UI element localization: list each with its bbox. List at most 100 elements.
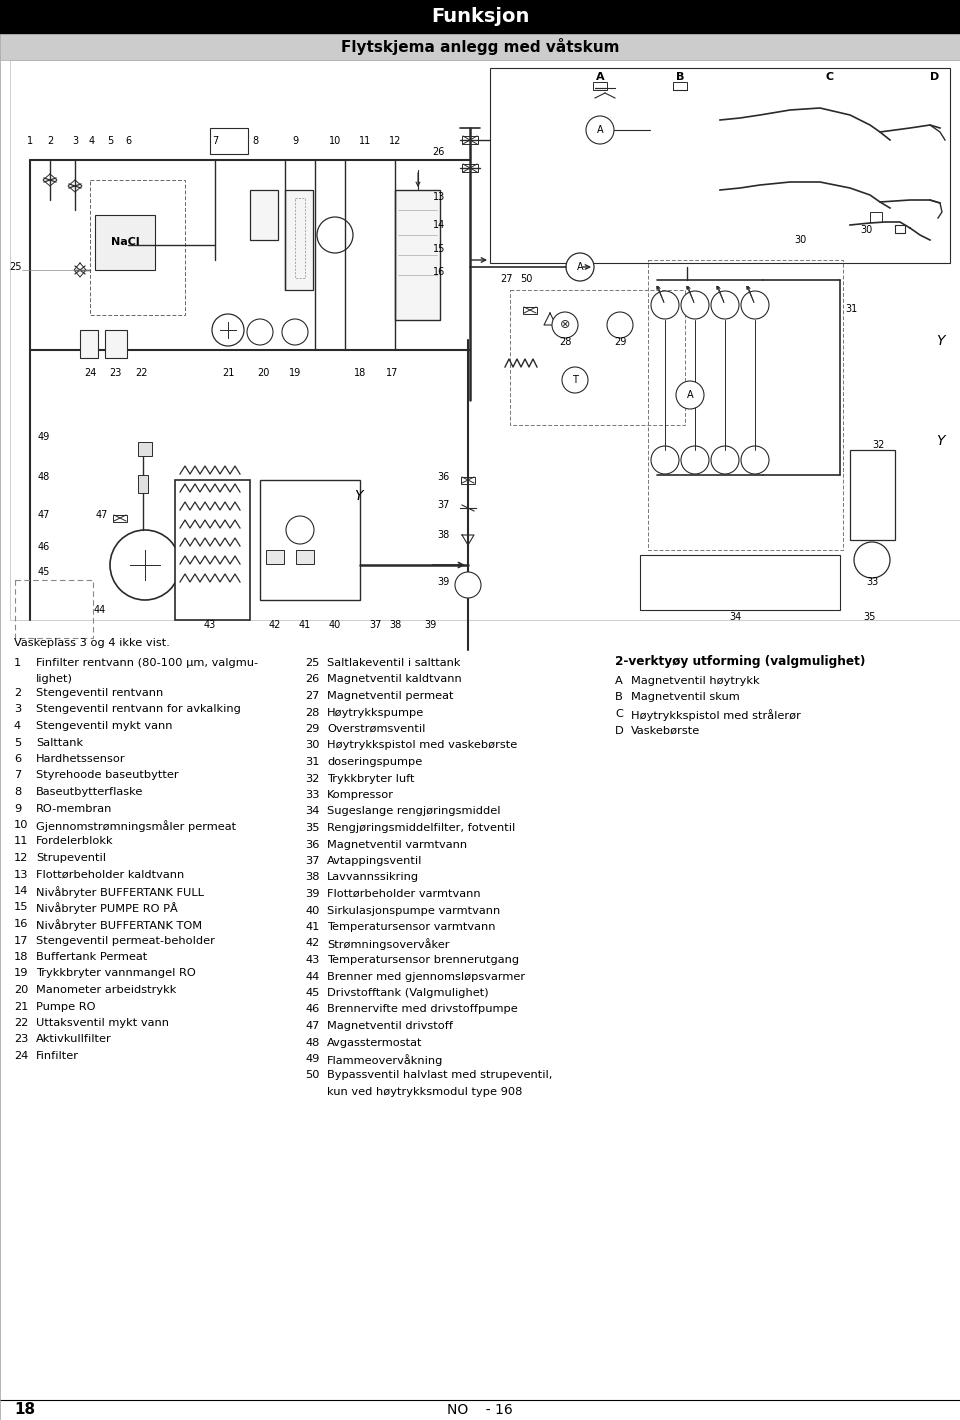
Text: 26: 26 <box>305 674 320 684</box>
Text: Høytrykkspistol med vaskebørste: Høytrykkspistol med vaskebørste <box>327 740 517 751</box>
Text: 8: 8 <box>252 136 258 146</box>
Text: 20: 20 <box>14 985 29 995</box>
Text: 19: 19 <box>14 968 29 978</box>
Text: 37: 37 <box>305 856 320 866</box>
Text: 30: 30 <box>860 224 873 234</box>
Circle shape <box>455 572 481 598</box>
Text: 48: 48 <box>38 471 50 481</box>
Text: 23: 23 <box>108 368 121 378</box>
Text: 31: 31 <box>305 757 320 767</box>
Circle shape <box>854 542 890 578</box>
Text: Sugeslange rengjøringsmiddel: Sugeslange rengjøringsmiddel <box>327 807 500 816</box>
Text: Vaskeplass 3 og 4 ikke vist.: Vaskeplass 3 og 4 ikke vist. <box>14 638 170 648</box>
Text: Magnetventil permeat: Magnetventil permeat <box>327 692 453 701</box>
Text: Fordelerblokk: Fordelerblokk <box>36 836 113 846</box>
Bar <box>138 476 148 493</box>
Text: 35: 35 <box>305 824 320 834</box>
Circle shape <box>586 116 614 143</box>
Text: 50: 50 <box>305 1071 320 1081</box>
Text: 31: 31 <box>845 304 857 314</box>
Text: 32: 32 <box>872 440 884 450</box>
Text: 36: 36 <box>305 839 320 849</box>
Text: Lavvannssikring: Lavvannssikring <box>327 872 420 882</box>
Text: 11: 11 <box>359 136 372 146</box>
Text: 25: 25 <box>305 657 320 667</box>
Text: 1: 1 <box>27 136 33 146</box>
Text: Finfilter rentvann (80-100 μm, valgmu-: Finfilter rentvann (80-100 μm, valgmu- <box>36 657 258 667</box>
Circle shape <box>317 217 353 253</box>
Bar <box>0 0 960 33</box>
Bar <box>523 307 537 314</box>
Text: Strømningsovervåker: Strømningsovervåker <box>327 939 449 950</box>
Circle shape <box>741 446 769 474</box>
Text: 27: 27 <box>305 692 320 701</box>
Text: 13: 13 <box>14 869 29 879</box>
Text: Flammeovervåkning: Flammeovervåkning <box>327 1054 444 1066</box>
Bar <box>895 224 905 233</box>
Text: C: C <box>826 72 834 82</box>
Text: Flytskjema anlegg med våtskum: Flytskjema anlegg med våtskum <box>341 38 619 55</box>
Text: 29: 29 <box>613 337 626 346</box>
Circle shape <box>212 314 244 346</box>
Text: Magnetventil varmtvann: Magnetventil varmtvann <box>327 839 468 849</box>
Text: 42: 42 <box>269 621 281 630</box>
Text: Gjennomstrømningsmåler permeat: Gjennomstrømningsmåler permeat <box>36 819 236 832</box>
Text: Nivåbryter BUFFERTANK TOM: Nivåbryter BUFFERTANK TOM <box>36 919 203 932</box>
Text: B: B <box>615 693 623 703</box>
Circle shape <box>676 381 704 409</box>
Text: 28: 28 <box>559 337 571 346</box>
Text: 29: 29 <box>305 724 320 734</box>
Text: Avtappingsventil: Avtappingsventil <box>327 856 422 866</box>
Text: 22: 22 <box>14 1018 28 1028</box>
Text: Stengeventil rentvann: Stengeventil rentvann <box>36 689 163 699</box>
Text: Høytrykkspistol med strålerør: Høytrykkspistol med strålerør <box>631 709 801 721</box>
Text: Pumpe RO: Pumpe RO <box>36 1001 95 1011</box>
Text: Y: Y <box>353 488 362 503</box>
Text: 37: 37 <box>438 500 450 510</box>
Text: A: A <box>615 676 623 686</box>
Text: Brenner med gjennomsløpsvarmer: Brenner med gjennomsløpsvarmer <box>327 971 525 981</box>
Bar <box>210 128 248 153</box>
Text: 18: 18 <box>14 951 29 961</box>
Text: 38: 38 <box>438 530 450 540</box>
Bar <box>462 136 478 143</box>
Text: 2: 2 <box>14 689 21 699</box>
Text: 48: 48 <box>305 1038 320 1048</box>
Text: ⊗: ⊗ <box>560 318 570 331</box>
Bar <box>260 480 360 601</box>
Text: Stengeventil permeat-beholder: Stengeventil permeat-beholder <box>36 936 215 946</box>
Text: 22: 22 <box>135 368 148 378</box>
Text: A: A <box>596 72 604 82</box>
Text: 45: 45 <box>38 567 50 577</box>
Text: 49: 49 <box>38 432 50 442</box>
Text: 45: 45 <box>305 988 320 998</box>
Text: Overstrømsventil: Overstrømsventil <box>327 724 425 734</box>
Bar <box>95 214 155 270</box>
Text: Brennervifte med drivstoffpumpe: Brennervifte med drivstoffpumpe <box>327 1004 517 1014</box>
Text: 34: 34 <box>729 612 741 622</box>
Text: 38: 38 <box>305 872 320 882</box>
Text: 21: 21 <box>14 1001 29 1011</box>
Bar <box>648 260 843 550</box>
Text: Magnetventil kaldtvann: Magnetventil kaldtvann <box>327 674 462 684</box>
Text: 40: 40 <box>329 621 341 630</box>
Text: 18: 18 <box>354 368 366 378</box>
Text: 39: 39 <box>424 621 436 630</box>
Text: 24: 24 <box>84 368 96 378</box>
Text: Aktivkullfilter: Aktivkullfilter <box>36 1035 111 1045</box>
Bar <box>15 579 93 638</box>
Text: 18: 18 <box>14 1403 36 1417</box>
Text: Høytrykkspumpe: Høytrykkspumpe <box>327 707 424 717</box>
Text: 9: 9 <box>14 804 21 814</box>
Text: 12: 12 <box>14 853 29 863</box>
Text: kun ved høytrykksmodul type 908: kun ved høytrykksmodul type 908 <box>327 1086 522 1098</box>
Text: 20: 20 <box>257 368 269 378</box>
Text: 3: 3 <box>14 704 21 714</box>
Text: Strupeventil: Strupeventil <box>36 853 106 863</box>
Circle shape <box>651 446 679 474</box>
Text: Manometer arbeidstrykk: Manometer arbeidstrykk <box>36 985 177 995</box>
Text: 14: 14 <box>14 886 29 896</box>
Text: C: C <box>615 709 623 719</box>
Text: 26: 26 <box>433 148 445 158</box>
Text: 46: 46 <box>38 542 50 552</box>
